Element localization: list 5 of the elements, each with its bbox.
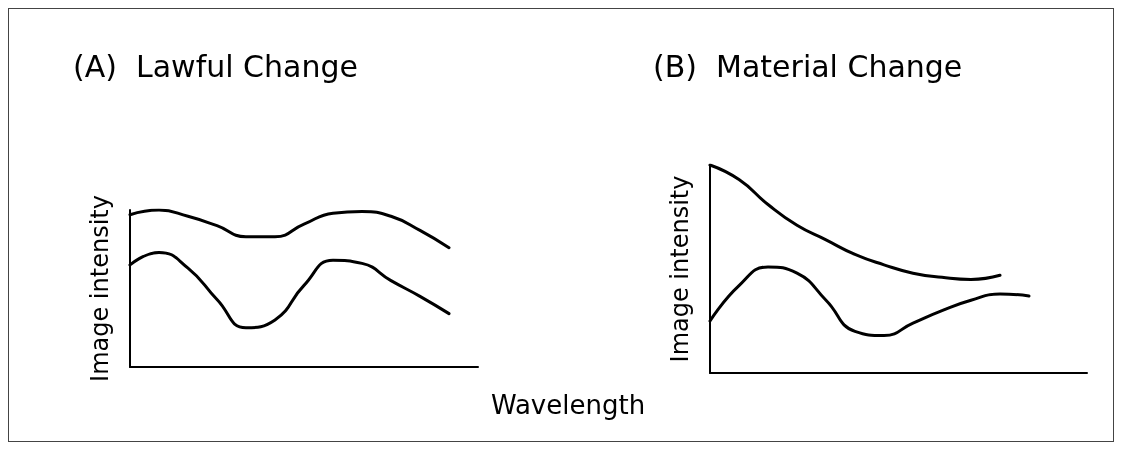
chart-title: (B) Material Change <box>653 48 963 84</box>
y-axis-title: Image intensity <box>86 195 114 382</box>
y-axis-title: Image intensity <box>666 175 694 363</box>
x-axis-title: Wavelength <box>489 390 647 420</box>
chart-title: (A) Lawful Change <box>73 48 358 84</box>
